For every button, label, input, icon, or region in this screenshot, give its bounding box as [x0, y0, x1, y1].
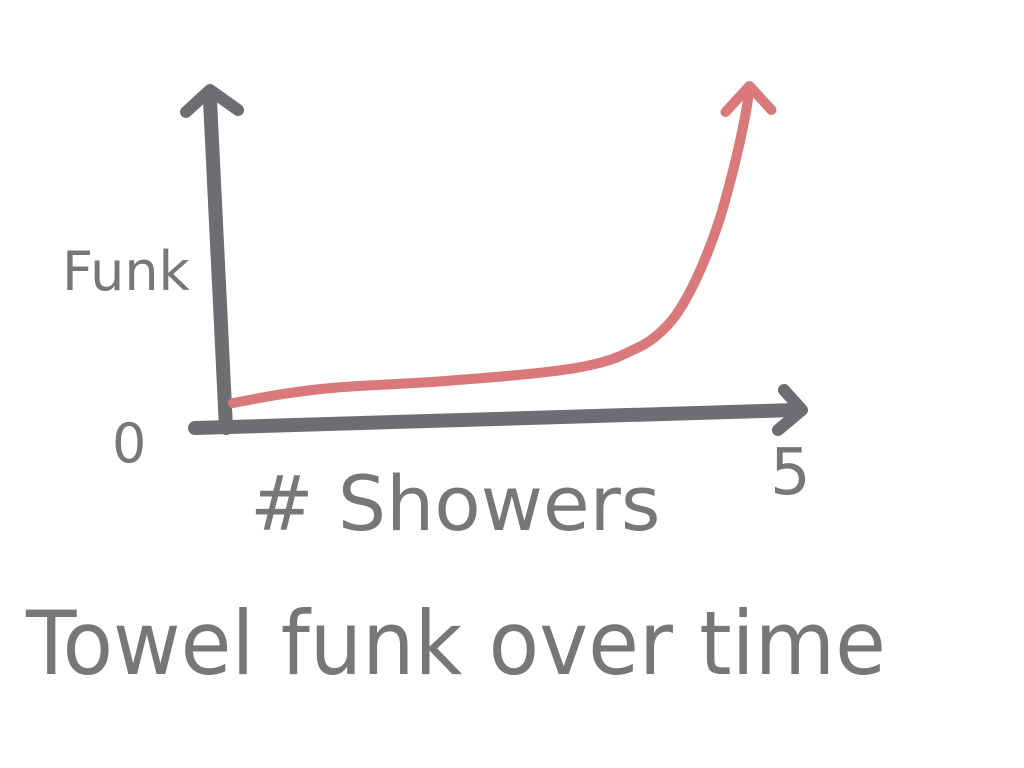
- y-axis: [203, 93, 233, 435]
- y-axis-label: Funk: [62, 240, 191, 303]
- series-arrowhead-0: [720, 81, 777, 117]
- x-tick-label-min: 0: [112, 412, 146, 475]
- x-tick-label-max: 5: [770, 436, 811, 510]
- series-line-0: [228, 85, 755, 408]
- axes: [180, 84, 808, 436]
- y-axis-arrow: [180, 84, 244, 118]
- series-group: [228, 81, 777, 408]
- x-axis-label: # Showers: [250, 459, 661, 548]
- chart-title: Towel funk over time: [25, 592, 886, 695]
- x-axis: [188, 403, 803, 435]
- x-axis-arrow: [772, 384, 808, 436]
